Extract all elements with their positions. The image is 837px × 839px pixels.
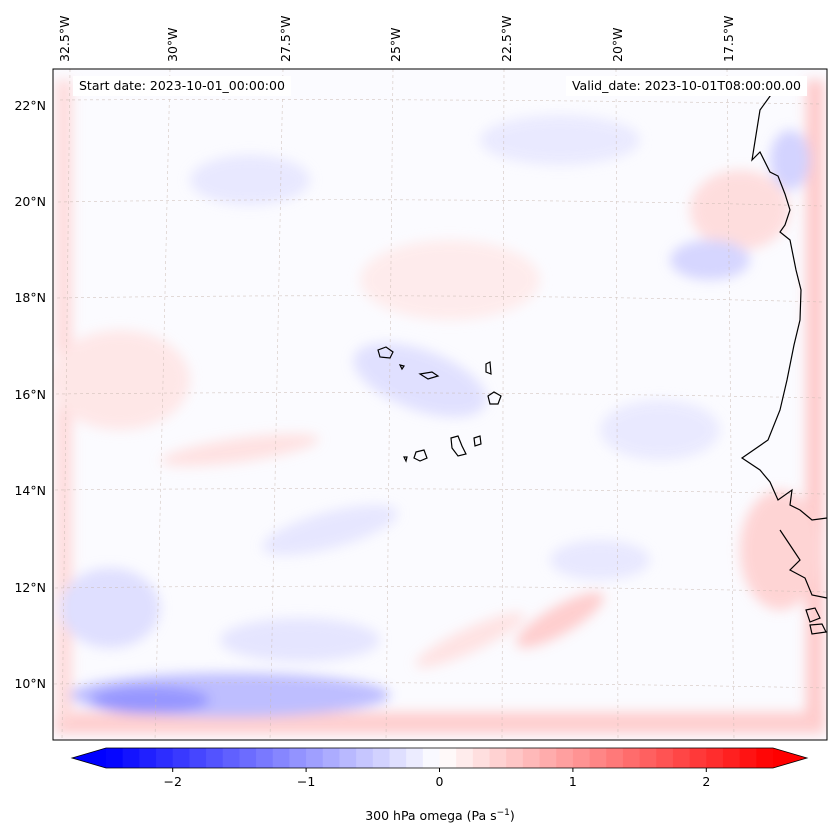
colorbar-cell xyxy=(622,748,641,768)
colorbar-cell xyxy=(356,748,374,768)
colorbar-cell xyxy=(422,748,440,768)
colorbar-cell xyxy=(539,748,557,768)
cape-verde-brava xyxy=(403,456,408,463)
cape-verde-boa-vista xyxy=(487,391,502,405)
colorbar-tick-label: 1 xyxy=(569,774,577,789)
colorbar-cell xyxy=(556,748,574,768)
colorbar-cell xyxy=(189,748,207,768)
lon-label: 25°W xyxy=(388,27,403,62)
colorbar-cell xyxy=(689,748,707,768)
colorbar-ticks: −2 −1 0 1 2 xyxy=(163,768,710,789)
lon-label: 22.5°W xyxy=(499,16,514,62)
colorbar-label: 300 hPa omega (Pa s−1) xyxy=(365,808,515,823)
colorbar-cell xyxy=(706,748,724,768)
colorbar-cell xyxy=(572,748,591,768)
colorbar-cell xyxy=(406,748,424,768)
colorbar-cell xyxy=(489,748,507,768)
colorbar-tick-label: −1 xyxy=(297,774,315,789)
lon-label: 32.5°W xyxy=(57,16,72,62)
colorbar-cell xyxy=(306,748,324,768)
cape-verde-sao-nicolau xyxy=(418,371,440,380)
colorbar-right-extension xyxy=(773,748,807,768)
colorbar-tick-label: −2 xyxy=(163,774,181,789)
lon-label: 30°W xyxy=(165,27,180,62)
colorbar-cell xyxy=(522,748,541,768)
valid-date-label: Valid_date: 2023-10-01T08:00:00.00 xyxy=(565,76,807,96)
cape-verde-sal xyxy=(485,361,492,375)
colorbar-cell xyxy=(456,748,474,768)
lon-label: 27.5°W xyxy=(278,16,293,62)
lon-label: 17.5°W xyxy=(721,16,736,62)
lon-label: 20°W xyxy=(610,27,625,62)
coastlines xyxy=(377,91,828,635)
colorbar-cell xyxy=(322,748,340,768)
start-date-label: Start date: 2023-10-01_00:00:00 xyxy=(73,76,291,96)
colorbar-cell xyxy=(506,748,524,768)
colorbar-cell xyxy=(172,748,190,768)
colorbar-tick-label: 2 xyxy=(702,774,710,789)
colorbar-cell xyxy=(339,748,357,768)
lat-label: 10°N xyxy=(14,676,46,691)
colorbar-cell xyxy=(606,748,624,768)
lat-label: 22°N xyxy=(14,98,46,113)
africa-coastline xyxy=(740,91,828,599)
colorbar-cells xyxy=(106,748,774,768)
colorbar-cell xyxy=(639,748,657,768)
colorbar-cell xyxy=(656,748,674,768)
colorbar-cell xyxy=(756,748,774,768)
colorbar-cell xyxy=(272,748,290,768)
colorbar-cell xyxy=(106,748,124,768)
cape-verde-santo-antao xyxy=(377,346,394,359)
colorbar-cell xyxy=(472,748,491,768)
colorbar-cell xyxy=(206,748,224,768)
cape-verde-santiago xyxy=(450,435,467,457)
colorbar-cell xyxy=(139,748,157,768)
colorbar-cell xyxy=(239,748,257,768)
cape-verde-maio xyxy=(473,435,482,447)
colorbar-tick-label: 0 xyxy=(436,774,444,789)
map-frame xyxy=(52,68,828,741)
cape-verde-fogo xyxy=(413,449,428,462)
colorbar-cell xyxy=(372,748,390,768)
colorbar-cell xyxy=(439,748,457,768)
cape-verde-sao-vicente xyxy=(398,364,405,371)
lat-label: 18°N xyxy=(14,290,46,305)
lat-label: 12°N xyxy=(14,580,46,595)
colorbar-cell xyxy=(722,748,741,768)
colorbar-cell xyxy=(289,748,307,768)
colorbar-outline xyxy=(70,747,809,769)
colorbar-cell xyxy=(222,748,240,768)
lat-label: 20°N xyxy=(14,194,46,209)
longitude-labels: 32.5°W 30°W 27.5°W 25°W 22.5°W 20°W 17.5… xyxy=(57,16,736,62)
guinea-bissau-islands xyxy=(805,607,827,635)
colorbar-left-extension xyxy=(72,748,106,768)
colorbar-cell xyxy=(256,748,274,768)
colorbar: −2 −1 0 1 2 300 hPa omega (Pa s−1) xyxy=(70,747,809,823)
lat-label: 16°N xyxy=(14,387,46,402)
colorbar-cell xyxy=(389,748,407,768)
colorbar-cell xyxy=(122,748,140,768)
colorbar-cell xyxy=(672,748,691,768)
latitude-labels: 22°N 20°N 18°N 16°N 14°N 12°N 10°N xyxy=(14,98,46,691)
graticule xyxy=(53,69,827,740)
colorbar-cell xyxy=(739,748,757,768)
colorbar-cell xyxy=(589,748,607,768)
colorbar-cell xyxy=(156,748,174,768)
omega-field xyxy=(53,80,825,734)
lat-label: 14°N xyxy=(14,483,46,498)
